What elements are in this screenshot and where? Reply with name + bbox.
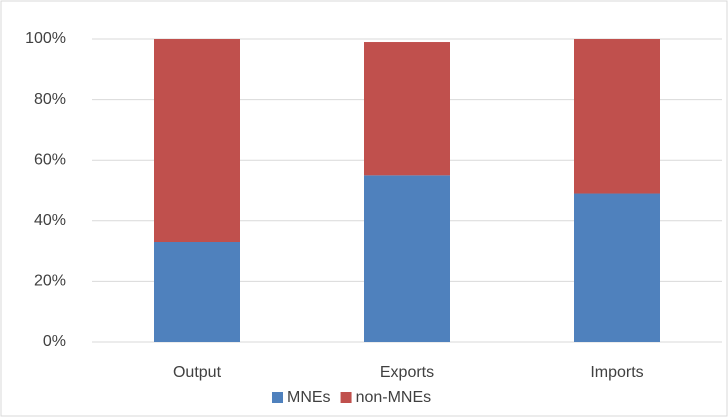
legend-label: non-MNEs (356, 389, 432, 406)
bar-segment (154, 242, 240, 342)
legend-label: MNEs (287, 389, 331, 406)
y-tick-label: 0% (43, 333, 66, 350)
x-tick-label: Output (173, 364, 222, 381)
bar-segment (154, 39, 240, 243)
y-tick-label: 80% (34, 91, 66, 108)
y-tick-label: 100% (25, 30, 66, 47)
legend-swatch (272, 392, 283, 403)
bar-segment (364, 42, 450, 176)
y-tick-label: 20% (34, 273, 66, 290)
bar-segment (364, 175, 450, 342)
x-tick-label: Exports (380, 364, 434, 381)
y-tick-label: 40% (34, 212, 66, 229)
legend-swatch (340, 392, 352, 403)
y-tick-label: 60% (34, 151, 66, 168)
x-tick-label: Imports (590, 364, 643, 381)
bar-segment (574, 39, 660, 194)
bar-segment (574, 193, 660, 342)
